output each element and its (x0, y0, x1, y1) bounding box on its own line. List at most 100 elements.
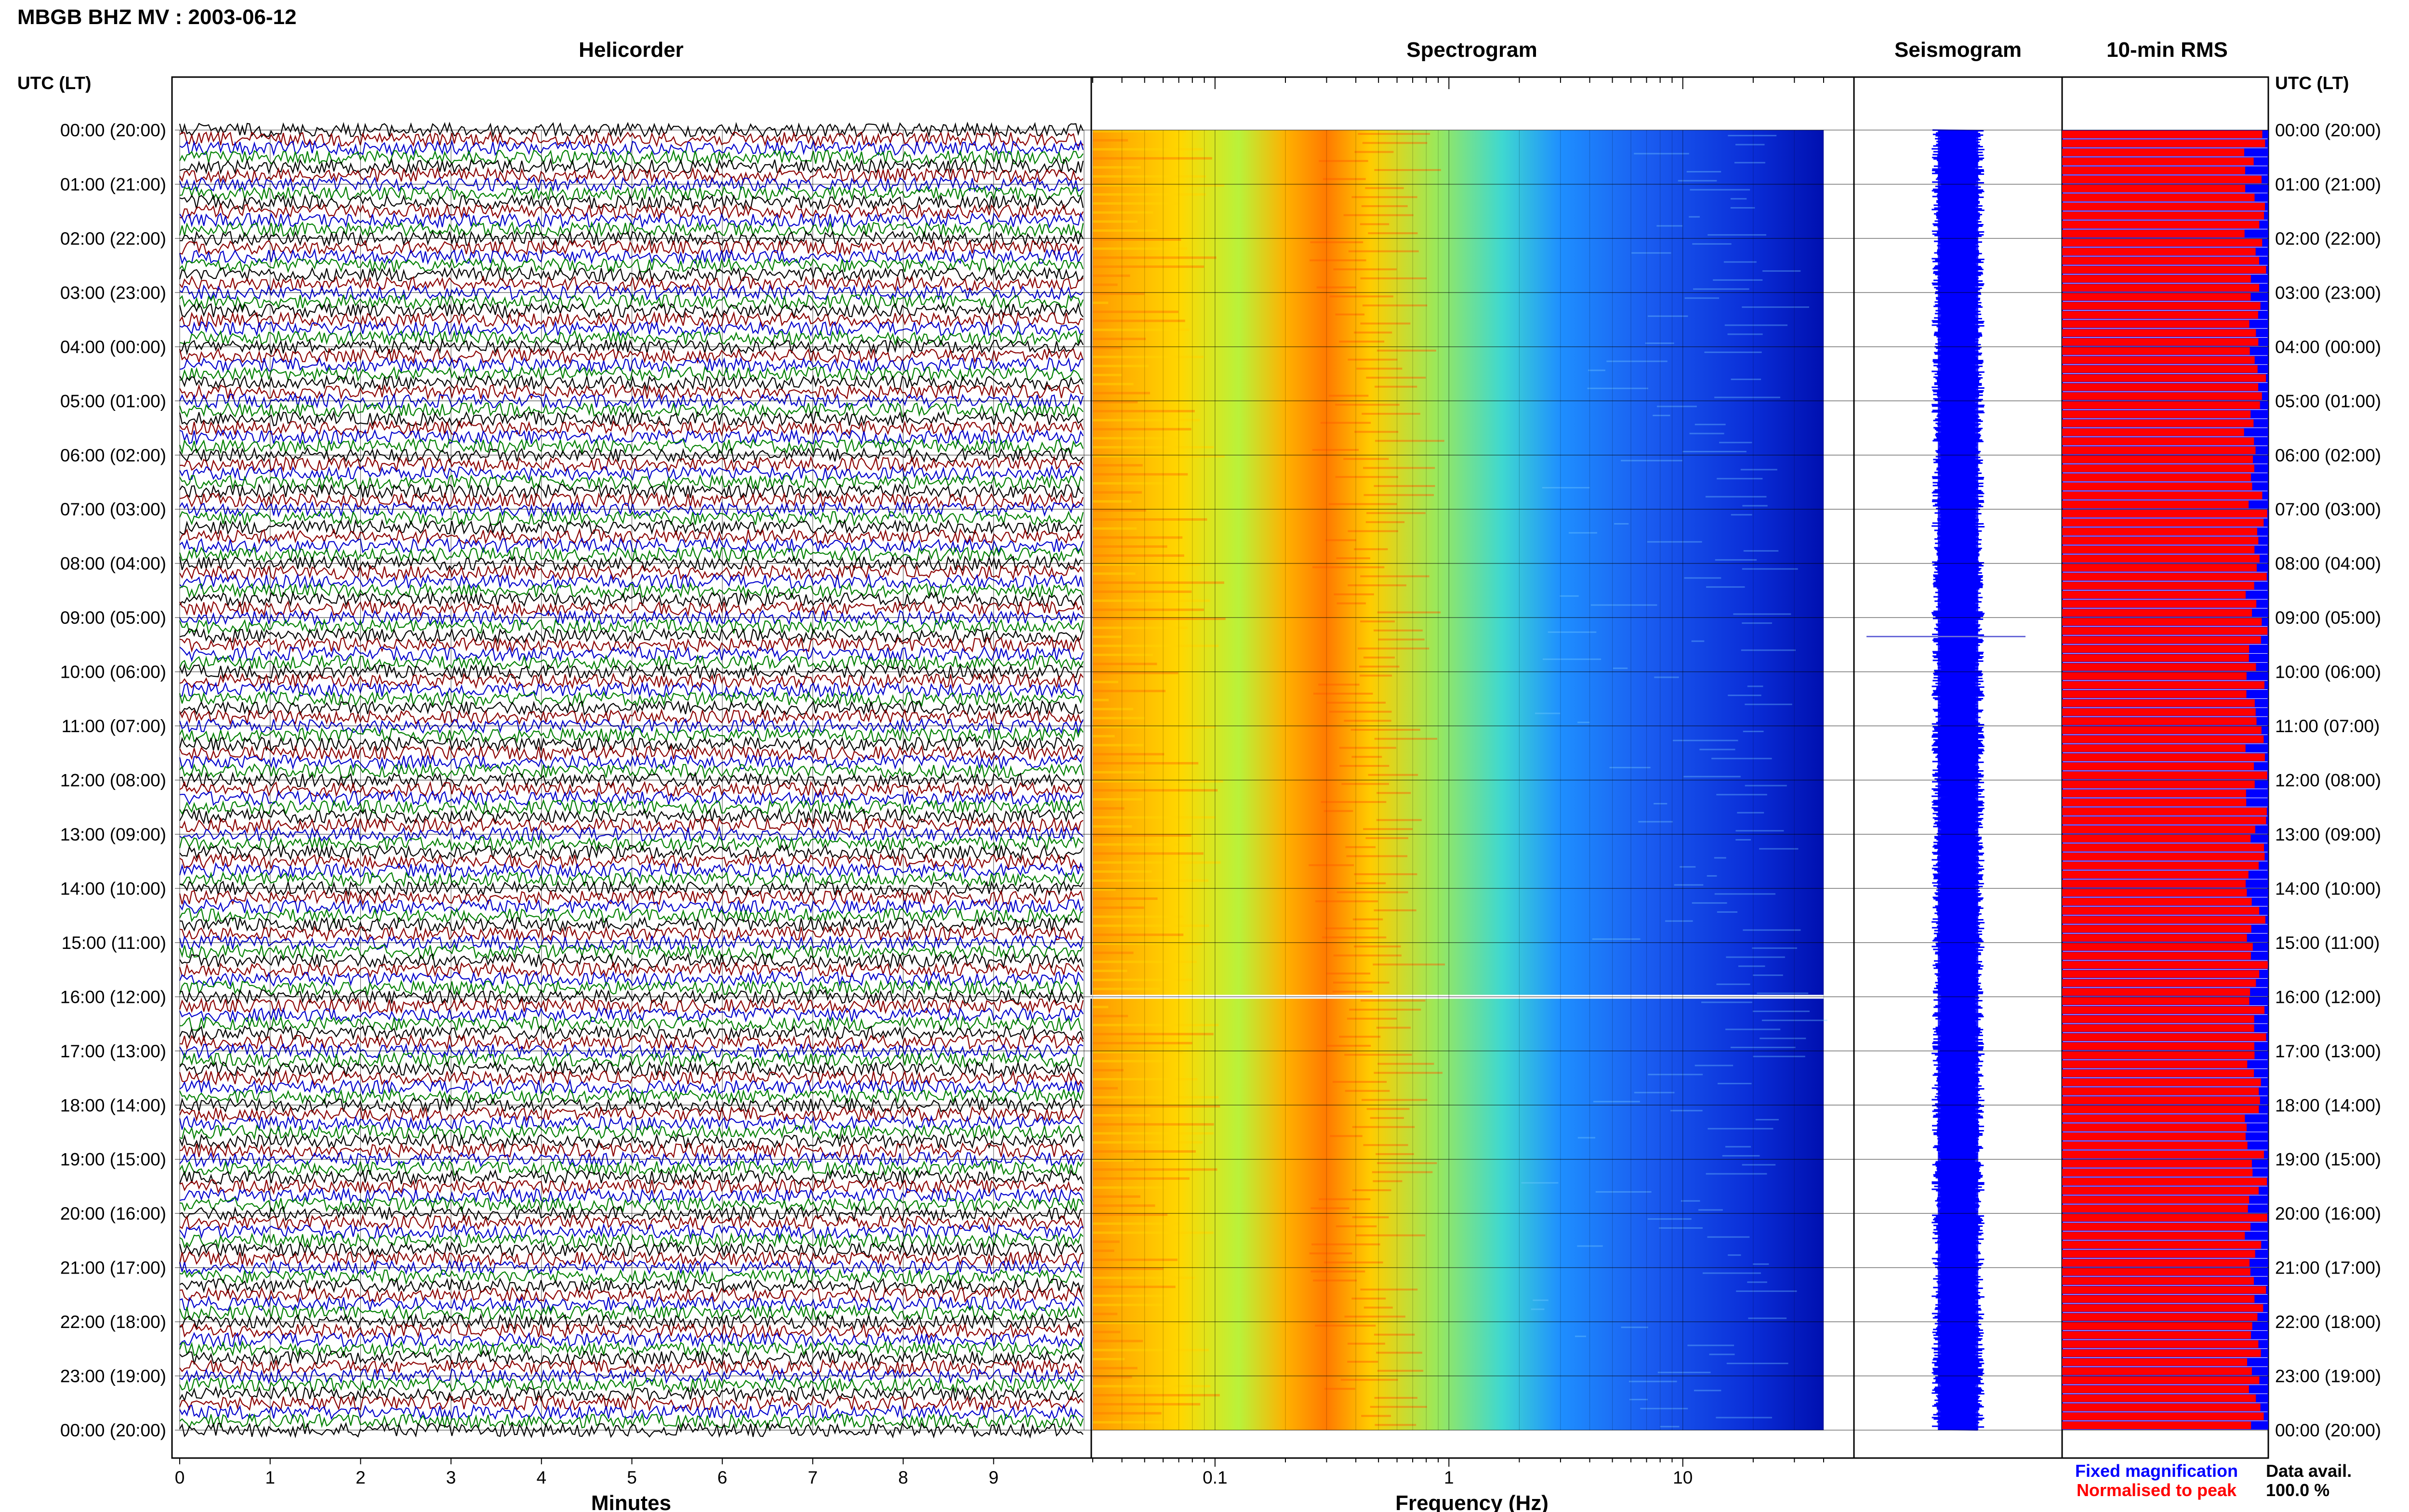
spectrogram-streak (1093, 401, 1138, 404)
spectrogram-streak (1093, 618, 1226, 620)
spectrogram-streak (1735, 144, 1765, 145)
spectrogram-streak (1728, 1254, 1741, 1256)
helicorder-trace (179, 1412, 1084, 1430)
time-label: 09:00 (05:00) (60, 608, 166, 628)
spectrogram-streak (1577, 1137, 1596, 1139)
spectrogram-streak (1093, 1249, 1114, 1252)
spectrogram-streak (1674, 884, 1704, 886)
spectrogram-streak (1621, 1327, 1648, 1328)
spectrogram-streak (1743, 550, 1779, 552)
spectrogram-streak (1656, 406, 1697, 408)
time-label: 18:00 (14:00) (2275, 1095, 2381, 1115)
spectrogram-streak (1093, 978, 1193, 981)
rms-bar-normalised (2062, 248, 2256, 256)
spectrogram-streak (1093, 500, 1132, 503)
rms-bar-normalised (2062, 907, 2260, 915)
spectrogram-streak (1347, 1361, 1378, 1363)
rms-bar-normalised (2062, 257, 2259, 265)
rms-bar-normalised (2062, 934, 2247, 942)
spectrogram-streak (1760, 1038, 1806, 1039)
spectrogram-streak (1647, 1218, 1692, 1220)
rms-bar-normalised (2062, 1331, 2251, 1339)
rms-bar-normalised (2062, 1096, 2260, 1104)
spectrogram-streak (1093, 1014, 1128, 1017)
time-label: 04:00 (00:00) (2275, 337, 2381, 357)
spectrogram-streak (1753, 1055, 1805, 1057)
helicorder-traces (179, 121, 1085, 1439)
spectrogram-streak (1093, 346, 1122, 349)
rms-bar-normalised (2062, 582, 2254, 590)
helicorder-trace (179, 1268, 1084, 1286)
time-label: 04:00 (00:00) (60, 337, 166, 357)
time-label: 00:00 (20:00) (2275, 120, 2381, 140)
helicorder-trace (179, 988, 1084, 1005)
spectrogram-streak (1313, 1279, 1357, 1282)
spectrogram-streak (1093, 1330, 1121, 1333)
spectrogram-streak (1694, 1065, 1734, 1066)
spectrogram-streak (1093, 590, 1192, 593)
spectrogram-streak (1735, 839, 1751, 841)
spectrogram-streak (1093, 473, 1188, 476)
rms-bar-normalised (2062, 1006, 2264, 1014)
spectrogram-streak (1093, 581, 1224, 584)
helicorder-trace (179, 139, 1084, 157)
spectrogram-streak (1093, 807, 1125, 810)
spectrogram-streak (1366, 377, 1426, 379)
spectrogram-streak (1747, 685, 1763, 687)
spectrogram-streak (1742, 568, 1798, 570)
helicorder-trace (179, 1159, 1084, 1177)
spectrogram-streak (1323, 178, 1366, 180)
time-label: 17:00 (13:00) (2275, 1041, 2381, 1061)
spectrogram-streak (1587, 387, 1648, 389)
spectrogram-streak (1704, 351, 1762, 353)
helicorder-trace (179, 627, 1084, 644)
time-label: 10:00 (06:00) (2275, 662, 2381, 682)
data-avail-value: 100.0 % (2266, 1480, 2330, 1500)
helicorder-x-tick-label: 2 (356, 1468, 366, 1487)
spectrogram-streak (1093, 392, 1150, 394)
helicorder-trace (179, 771, 1084, 789)
time-gridlines (175, 130, 2268, 1431)
spectrogram-streak (1374, 169, 1441, 171)
spectrogram-streak (1686, 171, 1721, 172)
time-labels-right: 00:00 (20:00) 01:00 (21:00) 02:00 (22:00) 0… (2275, 120, 2381, 1440)
spectrogram-streak (1705, 496, 1767, 498)
helicorder-trace (179, 979, 1084, 997)
helicorder-trace (179, 862, 1084, 879)
helicorder-trace (179, 1087, 1084, 1105)
rms-bar-normalised (2062, 618, 2262, 626)
spectrogram-streak (1318, 684, 1360, 686)
spectrogram-streak (1093, 1204, 1155, 1207)
rms-bar-normalised (2062, 834, 2251, 842)
time-label: 14:00 (10:00) (2275, 879, 2381, 898)
spectrogram-streak (1719, 442, 1752, 444)
spectrogram-streak (1354, 873, 1417, 875)
spectrogram-streak (1319, 1198, 1371, 1200)
helicorder-trace (179, 853, 1084, 870)
helicorder-trace (179, 636, 1084, 654)
spectrogram-streak (1707, 234, 1766, 236)
spectrogram-streak (1093, 681, 1118, 684)
rms-bar-normalised (2062, 654, 2249, 662)
spectrogram-streak (1730, 1047, 1796, 1049)
spectrogram-streak (1093, 148, 1203, 151)
rms-bar-normalised (2062, 1150, 2264, 1158)
spectrogram-streak (1521, 1182, 1559, 1184)
spectrogram-streak (1093, 256, 1217, 259)
spectrogram-streak (1542, 486, 1590, 488)
spectrogram-streak (1361, 205, 1408, 207)
spectrogram-streak (1377, 349, 1436, 352)
spectrogram-streak (1093, 1078, 1198, 1081)
spectrogram-streak (1093, 888, 1116, 891)
spectrogram-streak (1310, 1207, 1350, 1210)
rms-bar-normalised (2062, 1142, 2248, 1149)
spectrogram-streak (1738, 965, 1765, 967)
time-label: 15:00 (11:00) (2275, 933, 2380, 953)
time-label: 16:00 (12:00) (60, 987, 166, 1007)
helicorder-trace (179, 1196, 1084, 1213)
spectrogram-streak (1714, 893, 1776, 895)
rms-bar-normalised (2062, 672, 2247, 680)
spectrogram-streak (1743, 731, 1764, 733)
helicorder-trace (179, 483, 1084, 500)
spectrogram-streak (1309, 259, 1366, 262)
